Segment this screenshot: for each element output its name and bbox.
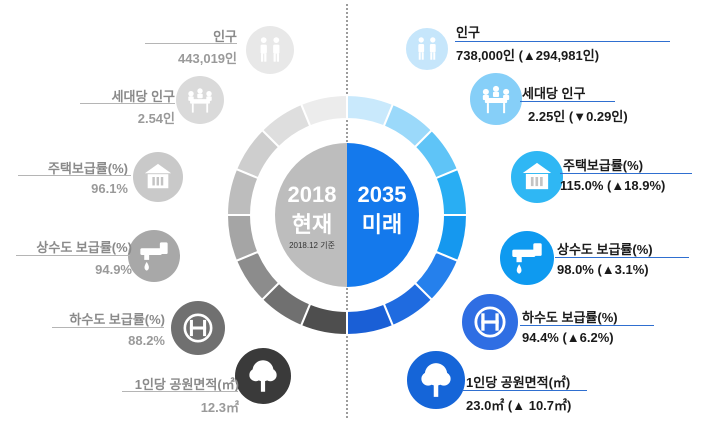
current-ring-segment [260,281,312,328]
current-ring-segment [225,167,260,216]
current-center [275,143,347,287]
people-icon [246,26,294,74]
left-name-3: 상수도 보급률(%) [36,240,132,255]
left-value-1: 2.54인 [137,111,175,126]
current-label: 현재 [291,212,333,237]
right-value-1: 2.25인 (▼0.29인) [528,109,628,124]
left-underline-3 [16,255,130,256]
current-year: 2018 [287,182,337,207]
left-name-2: 주택보급률(%) [47,161,128,176]
people-icon [404,26,450,72]
current-ring-segment [234,250,281,302]
household-icon [468,71,524,127]
left-underline-2 [18,175,131,176]
tree-icon [405,349,467,411]
left-name-0: 인구 [213,29,237,44]
water-tap-icon [498,229,556,287]
right-underline-1 [520,101,615,102]
sewer-icon [171,301,225,355]
future-ring-segment [434,167,469,216]
right-underline-0 [455,41,670,42]
right-value-0: 738,000인 (▲294,981인) [456,48,600,63]
house-icon [133,152,183,202]
house-icon [509,149,565,205]
water-tap-icon [128,230,180,282]
right-underline-4 [520,325,654,326]
right-underline-3 [555,257,689,258]
right-underline-5 [462,390,587,391]
left-value-5: 12.3㎡ [200,400,239,415]
left-name-4: 하수도 보급률(%) [69,312,165,327]
left-underline-5 [122,391,238,392]
right-value-2: 115.0% (▲18.9%) [560,178,666,193]
current-ring-segment [299,93,348,128]
right-value-4: 94.4% (▲6.2%) [522,330,614,345]
household-icon [176,76,224,124]
future-center [347,143,419,287]
left-value-3: 94.9% [95,262,132,277]
right-value-3: 98.0% (▲3.1%) [557,262,649,277]
current-ring-segment [234,128,281,180]
reference-date: 2018.12 기준 [289,241,335,250]
future-ring-segment [346,302,395,337]
current-ring-segment [225,214,260,263]
left-underline-1 [80,103,175,104]
right-name-2: 주택보급률(%) [563,158,644,173]
left-name-5: 1인당 공원면적(㎡) [134,377,239,392]
right-name-1: 세대당 인구 [522,86,586,101]
future-year: 2035 [357,182,407,207]
right-underline-2 [560,173,692,174]
left-name-1: 세대당 인구 [111,89,175,104]
right-name-5: 1인당 공원면적(㎡) [466,375,571,390]
current-ring-segment [260,102,312,149]
left-underline-0 [145,43,237,44]
left-value-2: 96.1% [91,181,128,196]
left-underline-4 [52,327,164,328]
right-name-3: 상수도 보급률(%) [557,242,653,257]
left-value-0: 443,019인 [178,51,237,66]
future-label: 미래 [361,212,403,237]
sewer-icon [460,292,520,352]
right-name-4: 하수도 보급률(%) [522,310,618,325]
tree-icon [235,348,291,404]
right-value-5: 23.0㎡ (▲ 10.7㎡) [466,398,572,413]
left-value-4: 88.2% [128,333,165,348]
current-ring-segment [299,302,348,337]
right-name-0: 인구 [456,25,480,40]
